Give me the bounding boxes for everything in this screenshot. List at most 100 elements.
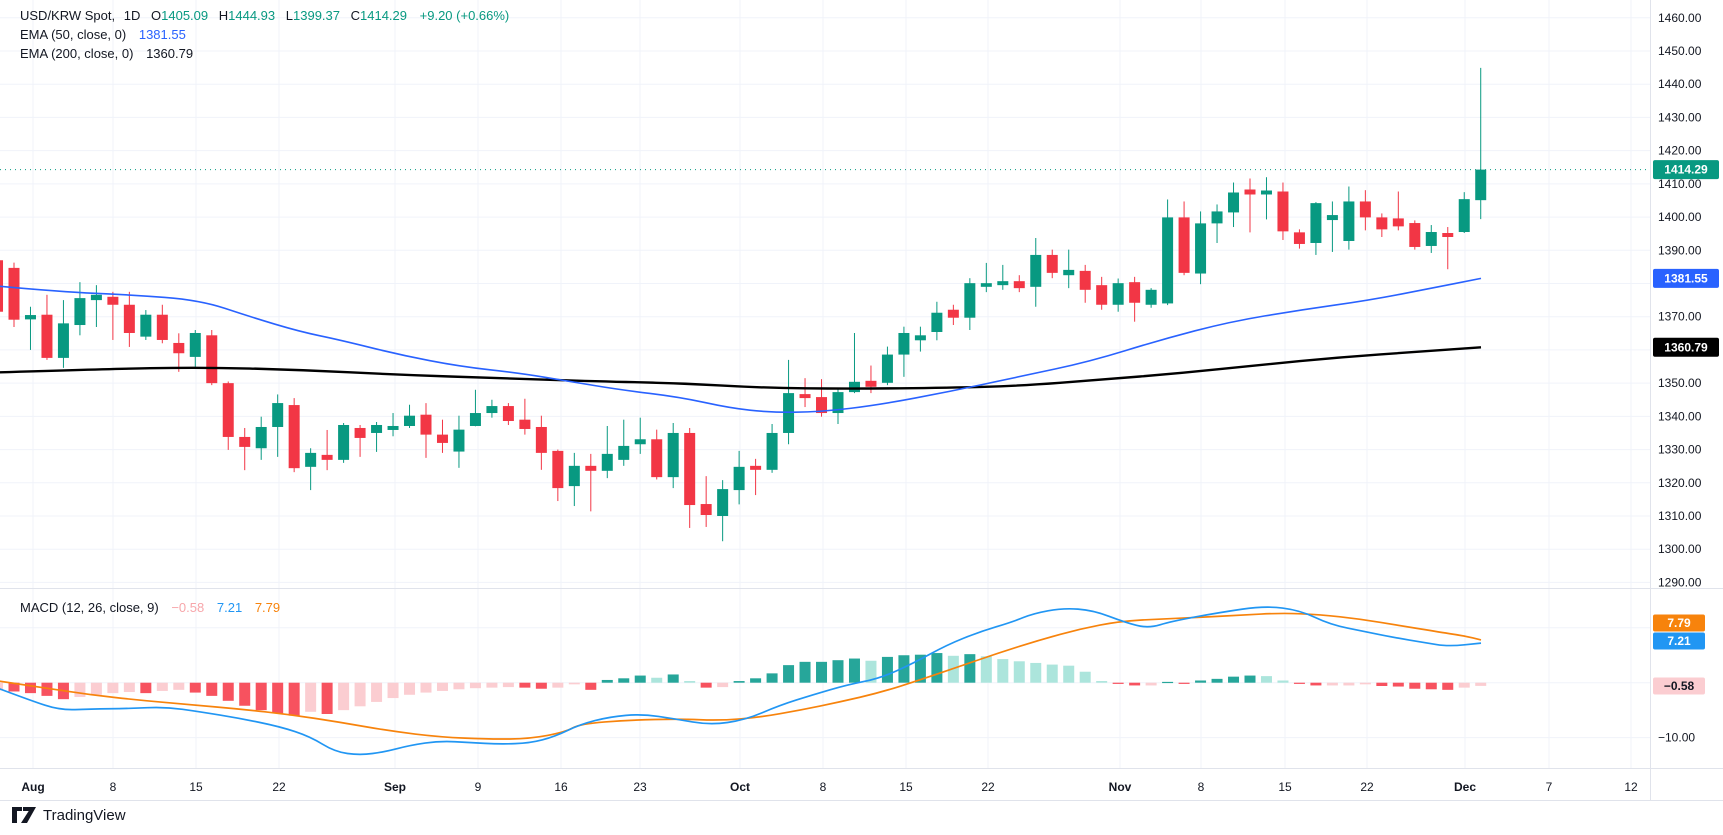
histogram-bar <box>1030 662 1042 683</box>
price-tick-label: 1370.00 <box>1658 310 1702 324</box>
candle <box>371 424 383 433</box>
time-tick-label: Sep <box>384 780 406 794</box>
histogram-bar <box>684 681 696 683</box>
histogram-bar <box>371 682 383 702</box>
candle <box>1458 199 1470 233</box>
candle <box>865 380 877 387</box>
time-tick-label: 8 <box>1198 780 1205 794</box>
candle <box>255 426 267 449</box>
main-legend: USD/KRW Spot, 1D O1405.09 H1444.93 L1399… <box>20 6 509 63</box>
histogram-bar <box>783 665 795 683</box>
candle <box>1096 285 1108 305</box>
candle <box>848 381 860 393</box>
svg-text:1360.79: 1360.79 <box>1664 340 1708 354</box>
histogram-bar <box>206 682 218 696</box>
candle <box>980 283 992 287</box>
axis-badge <box>1653 160 1719 180</box>
histogram-bar <box>1129 682 1141 686</box>
histogram-bar <box>1244 675 1256 683</box>
histogram-bar <box>980 656 992 683</box>
svg-text:−0.58: −0.58 <box>1664 679 1695 693</box>
candle <box>387 425 399 430</box>
macd-label: MACD (12, 26, close, 9) <box>20 600 159 615</box>
time-tick-label: 15 <box>1278 780 1292 794</box>
histogram-bar <box>1013 661 1025 683</box>
candle <box>1063 269 1075 276</box>
candle <box>41 314 53 358</box>
histogram-bar <box>1343 682 1355 686</box>
time-tick-label: 8 <box>820 780 827 794</box>
histogram-bar <box>288 682 300 716</box>
candle <box>519 419 531 429</box>
histogram-bar <box>865 660 877 683</box>
candle <box>799 394 811 399</box>
candle <box>1409 223 1421 247</box>
histogram-bar <box>8 682 20 692</box>
histogram-bar <box>914 654 926 683</box>
ema200-legend-row[interactable]: EMA (200, close, 0) 1360.79 <box>20 44 509 63</box>
candle <box>239 436 251 447</box>
timeframe-label: 1D <box>123 8 141 23</box>
histogram-bar <box>1442 682 1454 690</box>
ema50-value: 1381.55 <box>138 27 186 42</box>
histogram-bar <box>898 655 910 683</box>
histogram-bar <box>1195 680 1207 683</box>
tradingview-logo-text: TradingView <box>43 806 126 824</box>
candle <box>469 413 481 426</box>
histogram-bar <box>601 679 613 683</box>
time-tick-label: 23 <box>633 780 647 794</box>
histogram-bar <box>387 682 399 699</box>
macd-legend[interactable]: MACD (12, 26, close, 9) −0.58 7.21 7.79 <box>20 598 280 617</box>
histogram-bar <box>1228 676 1240 683</box>
histogram-bar <box>354 682 366 707</box>
candle <box>1425 232 1437 246</box>
ema50-legend-row[interactable]: EMA (50, close, 0) 1381.55 <box>20 25 509 44</box>
candle <box>1310 203 1322 243</box>
histogram-bar <box>272 682 284 714</box>
time-scale[interactable]: Aug 8 15 22 Sep 9 16 23 Oct 8 15 22 Nov 8 15 22 Dec 7 12 <box>21 780 1638 794</box>
candle <box>156 314 168 340</box>
symbol-legend-row[interactable]: USD/KRW Spot, 1D O1405.09 H1444.93 L1399… <box>20 6 509 25</box>
candle <box>1178 217 1190 273</box>
axis-badge <box>1653 268 1719 288</box>
candle <box>1046 254 1058 273</box>
histogram-bar <box>1096 681 1108 683</box>
time-tick-label: 22 <box>272 780 286 794</box>
candle <box>173 342 185 354</box>
tradingview-logo[interactable]: TradingView <box>12 806 126 824</box>
candle <box>684 432 696 506</box>
candle <box>1359 201 1371 218</box>
price-tick-label: 1400.00 <box>1658 210 1702 224</box>
histogram-bar <box>239 682 251 706</box>
histogram-bar <box>1458 682 1470 688</box>
histogram-bar <box>255 682 267 711</box>
histogram-bar <box>717 682 729 688</box>
candle <box>90 294 102 301</box>
low-value: 1399.37 <box>293 8 340 23</box>
candle <box>420 414 432 435</box>
candle <box>1228 192 1240 213</box>
high-value: 1444.93 <box>228 8 276 23</box>
change-value: +9.20 (+0.66%) <box>419 8 510 23</box>
candle <box>733 466 745 491</box>
time-tick-label: 15 <box>189 780 203 794</box>
high-label: H <box>218 8 229 23</box>
candle <box>140 314 152 337</box>
time-tick-label: 22 <box>1360 780 1374 794</box>
time-tick-label: Nov <box>1109 780 1132 794</box>
histogram-bar <box>700 682 712 688</box>
candle <box>305 452 317 467</box>
histogram-bar <box>486 682 498 688</box>
price-tick-label: 1390.00 <box>1658 243 1702 257</box>
histogram-bar <box>436 682 448 691</box>
macd-histogram <box>0 653 1487 716</box>
price-scale[interactable]: 1460.00 1450.00 1440.00 1430.00 1420.00 1410.… <box>1658 11 1702 745</box>
ema200-label: EMA (200, close, 0) <box>20 46 134 61</box>
time-tick-label: 9 <box>475 780 482 794</box>
histogram-bar <box>74 682 86 697</box>
candle <box>1260 190 1272 195</box>
histogram-bar <box>848 658 860 683</box>
candle <box>453 429 465 452</box>
